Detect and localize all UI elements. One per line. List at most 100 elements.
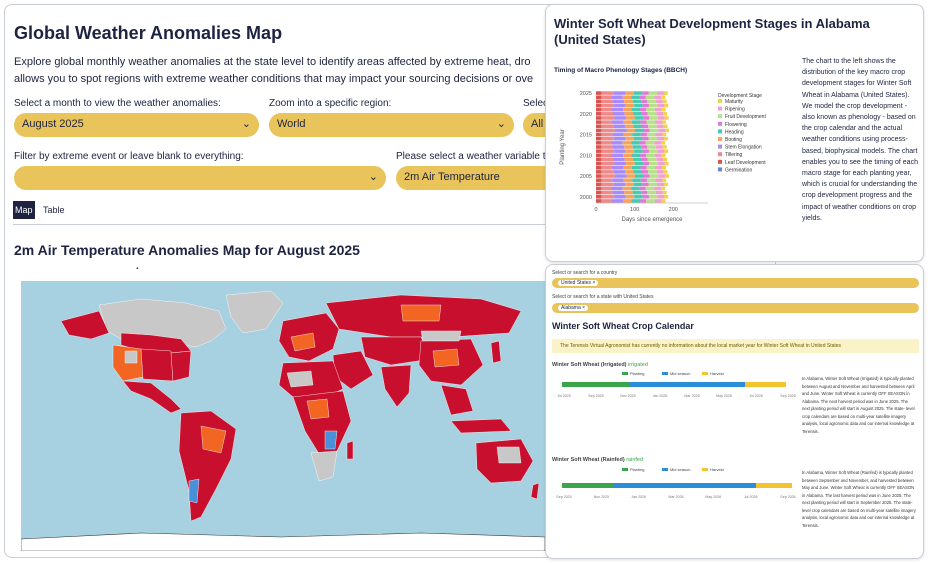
bar-segment-booting-2023 bbox=[624, 99, 633, 104]
bar-segment-fruit-development-2025 bbox=[648, 91, 658, 95]
bar-segment-leaf-development-2015 bbox=[596, 132, 602, 137]
rainfed-harvest-bar bbox=[756, 483, 792, 488]
bar-segment-stem-elongation-2011 bbox=[614, 149, 626, 153]
bar-segment-maturity-2025 bbox=[663, 91, 668, 95]
month-tick: Jul 2025 bbox=[557, 394, 571, 398]
bar-segment-maturity-2014 bbox=[663, 136, 668, 141]
tab-map[interactable]: Map bbox=[13, 201, 35, 219]
bar-segment-ripening-2021 bbox=[654, 107, 662, 112]
bar-segment-leaf-development-2021 bbox=[596, 107, 602, 112]
x-tick-200: 200 bbox=[669, 207, 678, 213]
bar-segment-fruit-development-2012 bbox=[647, 145, 656, 149]
bar-segment-flowering-2014 bbox=[642, 136, 649, 141]
bar-segment-booting-2021 bbox=[623, 107, 632, 112]
bar-segment-stem-elongation-2007 bbox=[611, 165, 624, 170]
bar-segment-heading-2024 bbox=[631, 95, 640, 99]
state-select[interactable]: Alabama × bbox=[552, 303, 919, 313]
map-region-usa-east bbox=[170, 350, 192, 382]
bar-segment-fruit-development-2008 bbox=[649, 161, 658, 166]
bar-segment-fruit-development-2022 bbox=[648, 103, 658, 108]
bar-segment-booting-2007 bbox=[623, 165, 632, 170]
bar-segment-booting-2017 bbox=[624, 124, 634, 129]
bar-segment-leaf-development-2005 bbox=[596, 174, 602, 178]
bar-segment-ripening-2019 bbox=[657, 116, 665, 120]
bar-segment-leaf-development-2014 bbox=[596, 136, 602, 141]
legend-harvest-swatch bbox=[702, 372, 708, 375]
map-region-mongolia bbox=[420, 330, 462, 342]
anomaly-map[interactable] bbox=[20, 281, 546, 552]
bar-segment-stem-elongation-2016 bbox=[614, 128, 627, 133]
bar-segment-booting-2013 bbox=[622, 141, 632, 145]
legend-swatch-germination bbox=[718, 167, 722, 172]
bar-segment-flowering-2021 bbox=[640, 107, 647, 112]
bar-segment-leaf-development-2007 bbox=[596, 165, 602, 170]
intro-text: Explore global monthly weather anomalies… bbox=[14, 56, 534, 85]
bar-segment-tillering-2021 bbox=[601, 107, 612, 112]
map-region-africa-warm bbox=[306, 398, 330, 420]
bar-segment-heading-2025 bbox=[633, 91, 643, 95]
page-title: Global Weather Anomalies Map bbox=[14, 23, 283, 43]
rainfed-calendar-chart[interactable]: Planting Mid season Harvest Sep 2025 Nov … bbox=[552, 465, 796, 505]
bar-segment-fruit-development-2018 bbox=[646, 120, 656, 124]
x-tick-0: 0 bbox=[594, 207, 597, 213]
legend-item-fruit-development: Fruit Development bbox=[725, 114, 766, 120]
bar-segment-stem-elongation-2004 bbox=[612, 178, 624, 182]
bar-segment-flowering-2010 bbox=[640, 153, 647, 158]
bar-segment-ripening-2012 bbox=[655, 145, 663, 149]
bar-segment-tillering-2019 bbox=[601, 116, 615, 120]
calendar-title: Winter Soft Wheat Crop Calendar bbox=[552, 321, 694, 331]
legend-item-tillering: Tillering bbox=[725, 152, 743, 158]
rainfed-description: In Alabama, Winter Soft Wheat (Rainfed) … bbox=[802, 470, 916, 528]
region-label: Zoom into a specific region: bbox=[269, 98, 392, 109]
country-select[interactable]: United States × bbox=[552, 278, 919, 288]
legend-item-booting: Booting bbox=[725, 137, 742, 143]
irrigated-calendar-chart[interactable]: Planting Mid season Harvest Jul 2025 Sep … bbox=[552, 369, 796, 409]
world-map-svg[interactable] bbox=[20, 281, 546, 552]
bar-segment-booting-2015 bbox=[623, 132, 633, 137]
map-region-antarctica bbox=[20, 532, 546, 552]
bar-segment-maturity-2004 bbox=[662, 178, 667, 182]
map-region-africa-south bbox=[310, 450, 338, 482]
rainfed-midseason-bar bbox=[614, 483, 756, 488]
event-select[interactable]: ⌄ bbox=[14, 166, 386, 190]
bar-segment-flowering-2025 bbox=[642, 91, 649, 95]
bar-segment-fruit-development-2016 bbox=[649, 128, 659, 133]
bar-segment-flowering-2023 bbox=[641, 99, 648, 104]
bar-segment-maturity-2011 bbox=[664, 149, 669, 153]
legend-midseason: Mid season bbox=[670, 371, 690, 376]
bar-segment-stem-elongation-2003 bbox=[613, 182, 626, 187]
bar-segment-stem-elongation-2025 bbox=[613, 91, 626, 95]
phenology-chart[interactable]: Timing of Macro Phenology Stages (BBCH) 0… bbox=[546, 61, 798, 231]
bar-segment-ripening-2003 bbox=[657, 182, 664, 187]
irrigated-description: In Alabama, Winter Soft Wheat (Irrigated… bbox=[802, 376, 915, 434]
tab-table[interactable]: Table bbox=[43, 205, 65, 215]
legend-swatch-fruit-development bbox=[718, 114, 722, 119]
legend-planting-swatch bbox=[622, 468, 628, 471]
bar-segment-leaf-development-2008 bbox=[596, 161, 602, 166]
bar-segment-flowering-2018 bbox=[640, 120, 647, 124]
bar-segment-booting-2002 bbox=[622, 186, 632, 191]
month-select[interactable]: August 2025 ⌄ bbox=[14, 113, 259, 137]
bar-segment-flowering-2003 bbox=[642, 182, 649, 187]
bar-segment-ripening-2006 bbox=[656, 170, 664, 174]
bar-segment-tillering-2005 bbox=[601, 174, 615, 178]
bar-segment-booting-2010 bbox=[623, 153, 632, 158]
bar-segment-ripening-2001 bbox=[655, 190, 663, 195]
bar-segment-stem-elongation-2005 bbox=[614, 174, 627, 178]
bar-segment-leaf-development-2000 bbox=[596, 195, 602, 199]
tab-divider bbox=[13, 224, 773, 225]
bar-segment-maturity-2021 bbox=[661, 107, 666, 112]
legend-swatch-booting bbox=[718, 137, 722, 141]
bar-segment-maturity-2008 bbox=[664, 161, 669, 166]
month-tick: Sep 2026 bbox=[780, 495, 795, 499]
legend-swatch-flowering bbox=[718, 121, 722, 126]
bar-segment-fruit-development-2000 bbox=[648, 195, 658, 199]
bar-segment-stem-elongation-2018 bbox=[611, 120, 624, 124]
bar-segment-fruit-development-2004 bbox=[646, 178, 656, 182]
bar-segment-fruit-development-2021 bbox=[646, 107, 655, 112]
month-tick: Nov 2025 bbox=[620, 394, 635, 398]
bar-segment-fruit-development-2010 bbox=[646, 153, 655, 158]
bar-segment-maturity-2017 bbox=[663, 124, 668, 129]
map-region-central-asia bbox=[360, 336, 432, 366]
region-select[interactable]: World ⌄ bbox=[269, 113, 514, 137]
